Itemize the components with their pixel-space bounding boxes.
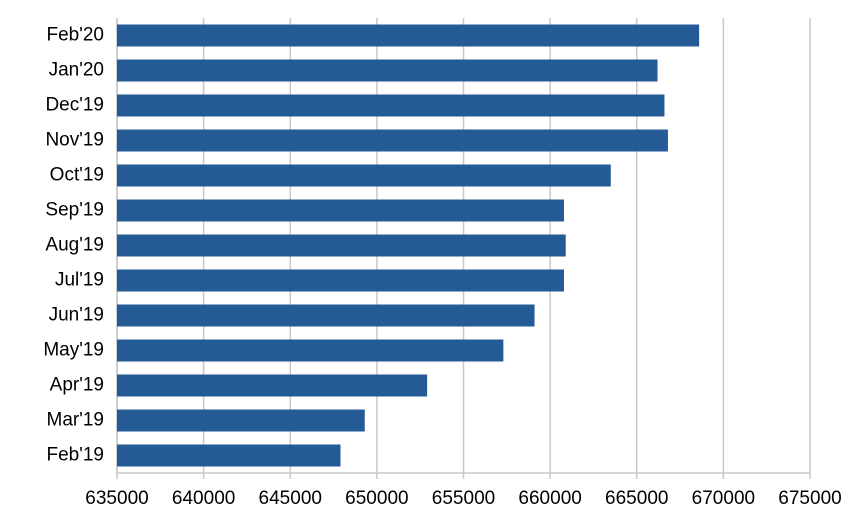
x-tick-label: 640000 — [172, 488, 235, 509]
x-tick-label: 665000 — [605, 488, 668, 509]
bar — [117, 199, 564, 222]
y-tick-label: Oct'19 — [50, 165, 104, 186]
y-tick-label: Apr'19 — [50, 375, 104, 396]
y-tick-label: May'19 — [43, 340, 104, 361]
x-tick-label: 645000 — [259, 488, 322, 509]
y-tick-label: Jan'20 — [49, 60, 104, 81]
bar — [117, 304, 535, 327]
x-tick-label: 660000 — [518, 488, 581, 509]
y-tick-label: Feb'20 — [46, 25, 104, 46]
bar — [117, 269, 564, 292]
bar — [117, 234, 566, 257]
bar — [117, 94, 665, 117]
x-tick-label: 655000 — [432, 488, 495, 509]
y-tick-label: Jun'19 — [49, 305, 104, 326]
y-tick-label: Aug'19 — [45, 235, 104, 256]
bar — [117, 59, 658, 82]
y-tick-label: Dec'19 — [45, 95, 104, 116]
y-tick-label: Mar'19 — [47, 410, 104, 431]
bar — [117, 339, 504, 362]
y-tick-label: Feb'19 — [46, 445, 104, 466]
bar — [117, 24, 700, 47]
y-tick-label: Jul'19 — [55, 270, 104, 291]
bar — [117, 129, 668, 152]
bar — [117, 164, 611, 187]
x-tick-label: 635000 — [85, 488, 148, 509]
x-tick-label: 675000 — [778, 488, 841, 509]
bar — [117, 374, 428, 397]
x-tick-label: 650000 — [345, 488, 408, 509]
bar — [117, 409, 365, 432]
y-tick-label: Nov'19 — [45, 130, 104, 151]
bar — [117, 444, 341, 467]
x-tick-label: 670000 — [692, 488, 755, 509]
y-tick-label: Sep'19 — [45, 200, 104, 221]
